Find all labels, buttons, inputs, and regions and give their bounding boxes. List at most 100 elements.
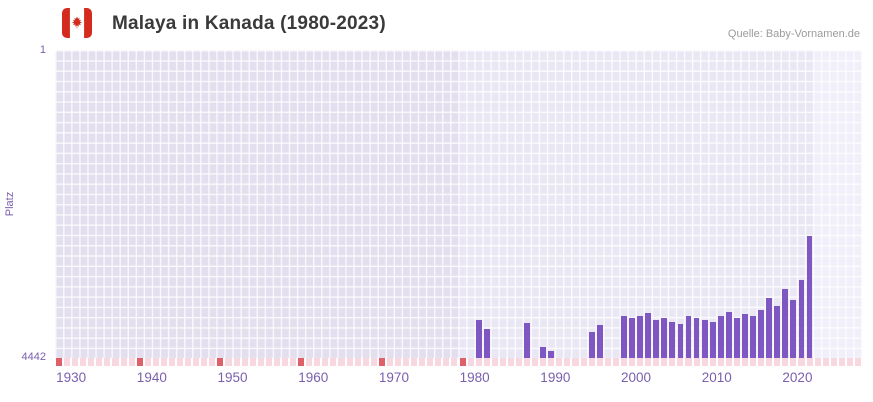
marker-pink bbox=[741, 358, 748, 366]
marker-pink bbox=[588, 358, 595, 366]
x-tick-1940: 1940 bbox=[136, 370, 167, 385]
marker-pink bbox=[798, 358, 805, 366]
grid-overlay bbox=[55, 50, 862, 358]
x-tick-2000: 2000 bbox=[621, 370, 652, 385]
bars-layer bbox=[55, 50, 862, 358]
marker-pink bbox=[806, 358, 813, 366]
marker-pink bbox=[782, 358, 789, 366]
marker-red-1948 bbox=[217, 358, 224, 366]
bar-1986[interactable] bbox=[524, 323, 530, 358]
marker-pink bbox=[451, 358, 458, 366]
marker-pink bbox=[88, 358, 95, 366]
source-label: Quelle: Baby-Vornamen.de bbox=[727, 28, 860, 40]
marker-pink bbox=[515, 358, 523, 366]
marker-pink bbox=[572, 358, 579, 366]
bar-2010[interactable] bbox=[717, 316, 724, 358]
marker-pink bbox=[177, 358, 184, 366]
marker-pink bbox=[483, 358, 490, 366]
marker-pink bbox=[814, 358, 821, 366]
marker-pink bbox=[225, 358, 232, 366]
x-tick-1970: 1970 bbox=[378, 370, 409, 385]
marker-pink bbox=[661, 358, 668, 366]
bar-2021[interactable] bbox=[806, 236, 813, 358]
bar-2008[interactable] bbox=[701, 320, 708, 358]
y-tick-worst: 4442 bbox=[21, 351, 46, 363]
marker-pink bbox=[281, 358, 289, 366]
marker-pink bbox=[822, 358, 829, 366]
marker-pink bbox=[362, 358, 369, 366]
bar-2002[interactable] bbox=[653, 319, 660, 358]
bar-2001[interactable] bbox=[645, 313, 652, 358]
bar-2004[interactable] bbox=[669, 321, 676, 358]
marker-pink bbox=[766, 358, 773, 366]
marker-pink bbox=[758, 358, 765, 366]
bar-2013[interactable] bbox=[742, 314, 748, 358]
marker-pink bbox=[637, 358, 644, 366]
bar-2003[interactable] bbox=[661, 317, 668, 358]
marker-pink bbox=[750, 358, 757, 366]
marker-pink bbox=[128, 358, 135, 366]
marker-pink bbox=[403, 358, 410, 366]
y-tick-best: 1 bbox=[39, 44, 46, 56]
bar-2011[interactable] bbox=[725, 312, 732, 358]
marker-red-1928 bbox=[56, 358, 63, 366]
marker-red-1938 bbox=[136, 358, 143, 366]
marker-pink bbox=[330, 358, 337, 366]
bar-2020[interactable] bbox=[798, 280, 805, 358]
marker-pink bbox=[265, 358, 272, 366]
marker-pink bbox=[475, 358, 482, 366]
bar-1988[interactable] bbox=[540, 346, 547, 358]
marker-pink bbox=[628, 358, 636, 366]
bar-2018[interactable] bbox=[782, 288, 789, 358]
marker-pink bbox=[830, 358, 837, 366]
bar-2017[interactable] bbox=[774, 305, 781, 358]
bar-1980[interactable] bbox=[475, 319, 482, 358]
x-tick-1960: 1960 bbox=[298, 370, 329, 385]
marker-pink bbox=[112, 358, 119, 366]
marker-pink bbox=[201, 358, 208, 366]
canada-flag-icon bbox=[62, 8, 92, 38]
marker-pink bbox=[120, 358, 127, 366]
marker-pink bbox=[604, 358, 611, 366]
marker-pink bbox=[64, 358, 71, 366]
marker-pink bbox=[677, 358, 684, 366]
bar-1989[interactable] bbox=[548, 350, 555, 358]
marker-pink bbox=[193, 358, 200, 366]
marker-pink bbox=[717, 358, 724, 366]
bar-2014[interactable] bbox=[750, 316, 756, 358]
marker-pink bbox=[669, 358, 676, 366]
bar-1998[interactable] bbox=[621, 315, 627, 358]
marker-pink bbox=[564, 358, 571, 366]
bar-1981[interactable] bbox=[483, 328, 490, 358]
bar-2012[interactable] bbox=[734, 318, 740, 358]
marker-pink bbox=[370, 358, 377, 366]
marker-pink bbox=[306, 358, 313, 366]
marker-pink bbox=[507, 358, 514, 366]
marker-pink bbox=[854, 358, 861, 366]
x-axis-ticks: 1930 1940 1950 1960 1970 1980 1990 2000 2010 2020 bbox=[55, 370, 862, 390]
bar-2007[interactable] bbox=[693, 318, 700, 358]
bar-2005[interactable] bbox=[677, 323, 684, 358]
marker-pink bbox=[72, 358, 79, 366]
marker-pink bbox=[709, 358, 716, 366]
x-tick-2010: 2010 bbox=[701, 370, 732, 385]
marker-pink bbox=[693, 358, 700, 366]
bar-1995[interactable] bbox=[596, 324, 603, 358]
marker-pink bbox=[152, 358, 159, 366]
y-axis-title: Platz bbox=[2, 50, 18, 358]
bar-2000[interactable] bbox=[637, 315, 643, 358]
marker-pink bbox=[443, 358, 450, 366]
bar-2006[interactable] bbox=[685, 316, 692, 358]
bar-1994[interactable] bbox=[588, 331, 595, 358]
plot-area[interactable] bbox=[55, 50, 862, 358]
bar-2015[interactable] bbox=[758, 310, 765, 358]
marker-pink bbox=[701, 358, 708, 366]
marker-pink bbox=[774, 358, 781, 366]
bar-1999[interactable] bbox=[629, 317, 635, 358]
bar-2019[interactable] bbox=[790, 300, 797, 358]
marker-pink bbox=[467, 358, 474, 366]
bar-2016[interactable] bbox=[766, 298, 773, 358]
marker-pink bbox=[548, 358, 555, 366]
bar-2009[interactable] bbox=[709, 321, 716, 358]
